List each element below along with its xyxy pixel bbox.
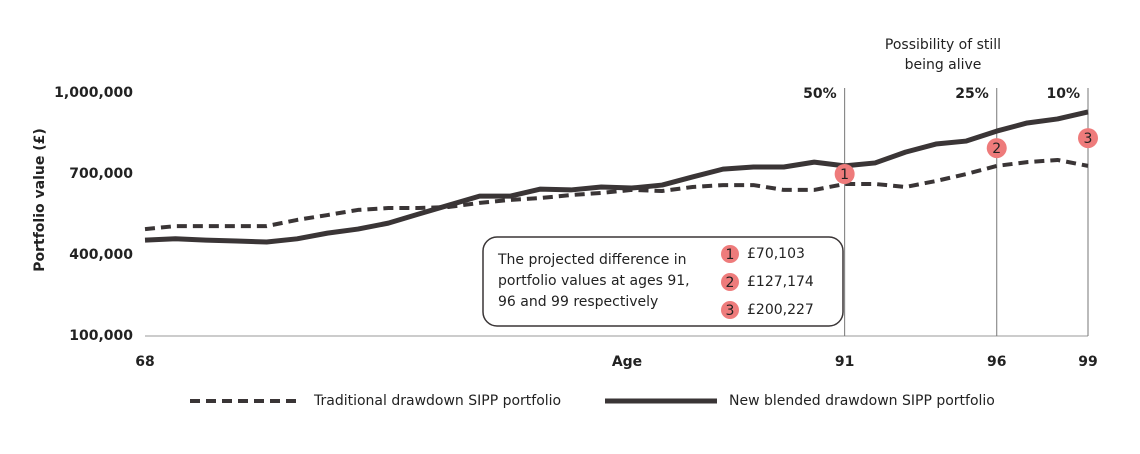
x-axis-label: Age (612, 354, 642, 370)
legend-label: New blended drawdown SIPP portfolio (729, 393, 995, 409)
series-line (144, 109, 1089, 245)
survival-label: 10% (1046, 86, 1080, 102)
x-tick-label: 99 (1078, 354, 1097, 370)
box-text: portfolio values at ages 91, (498, 273, 690, 289)
legend-label: Traditional drawdown SIPP portfolio (313, 393, 561, 409)
marker (834, 164, 855, 184)
box-marker (721, 245, 739, 263)
box-marker-label: 1 (726, 247, 735, 263)
y-tick-label: 100,000 (69, 328, 133, 344)
marker-label: 2 (992, 141, 1001, 157)
box-amount: £200,227 (747, 302, 814, 318)
x-tick-label: 68 (135, 354, 154, 370)
marker-label: 1 (840, 167, 849, 183)
series-line (144, 157, 1089, 232)
y-tick-label: 700,000 (69, 166, 133, 182)
survival-label: 25% (955, 86, 989, 102)
box-marker-label: 3 (726, 303, 735, 319)
survival-title: Possibility of still (885, 37, 1001, 53)
survival-label: 50% (803, 86, 837, 102)
x-tick-label: 96 (987, 354, 1006, 370)
box-marker (721, 273, 739, 291)
survival-title: being alive (905, 57, 982, 73)
y-tick-label: 1,000,000 (54, 85, 133, 101)
y-axis-label: Portfolio value (£) (32, 128, 48, 272)
x-tick-label: 91 (835, 354, 854, 370)
box-text: 96 and 99 respectively (498, 294, 658, 310)
box-marker-label: 2 (726, 275, 735, 291)
y-tick-label: 400,000 (69, 247, 133, 263)
box-amount: £127,174 (747, 274, 814, 290)
marker-label: 3 (1084, 131, 1093, 147)
box-amount: £70,103 (747, 246, 805, 262)
box-text: The projected difference in (497, 252, 687, 268)
box-marker (721, 301, 739, 319)
marker (986, 138, 1007, 159)
info-box (482, 236, 844, 327)
marker (1078, 128, 1098, 149)
